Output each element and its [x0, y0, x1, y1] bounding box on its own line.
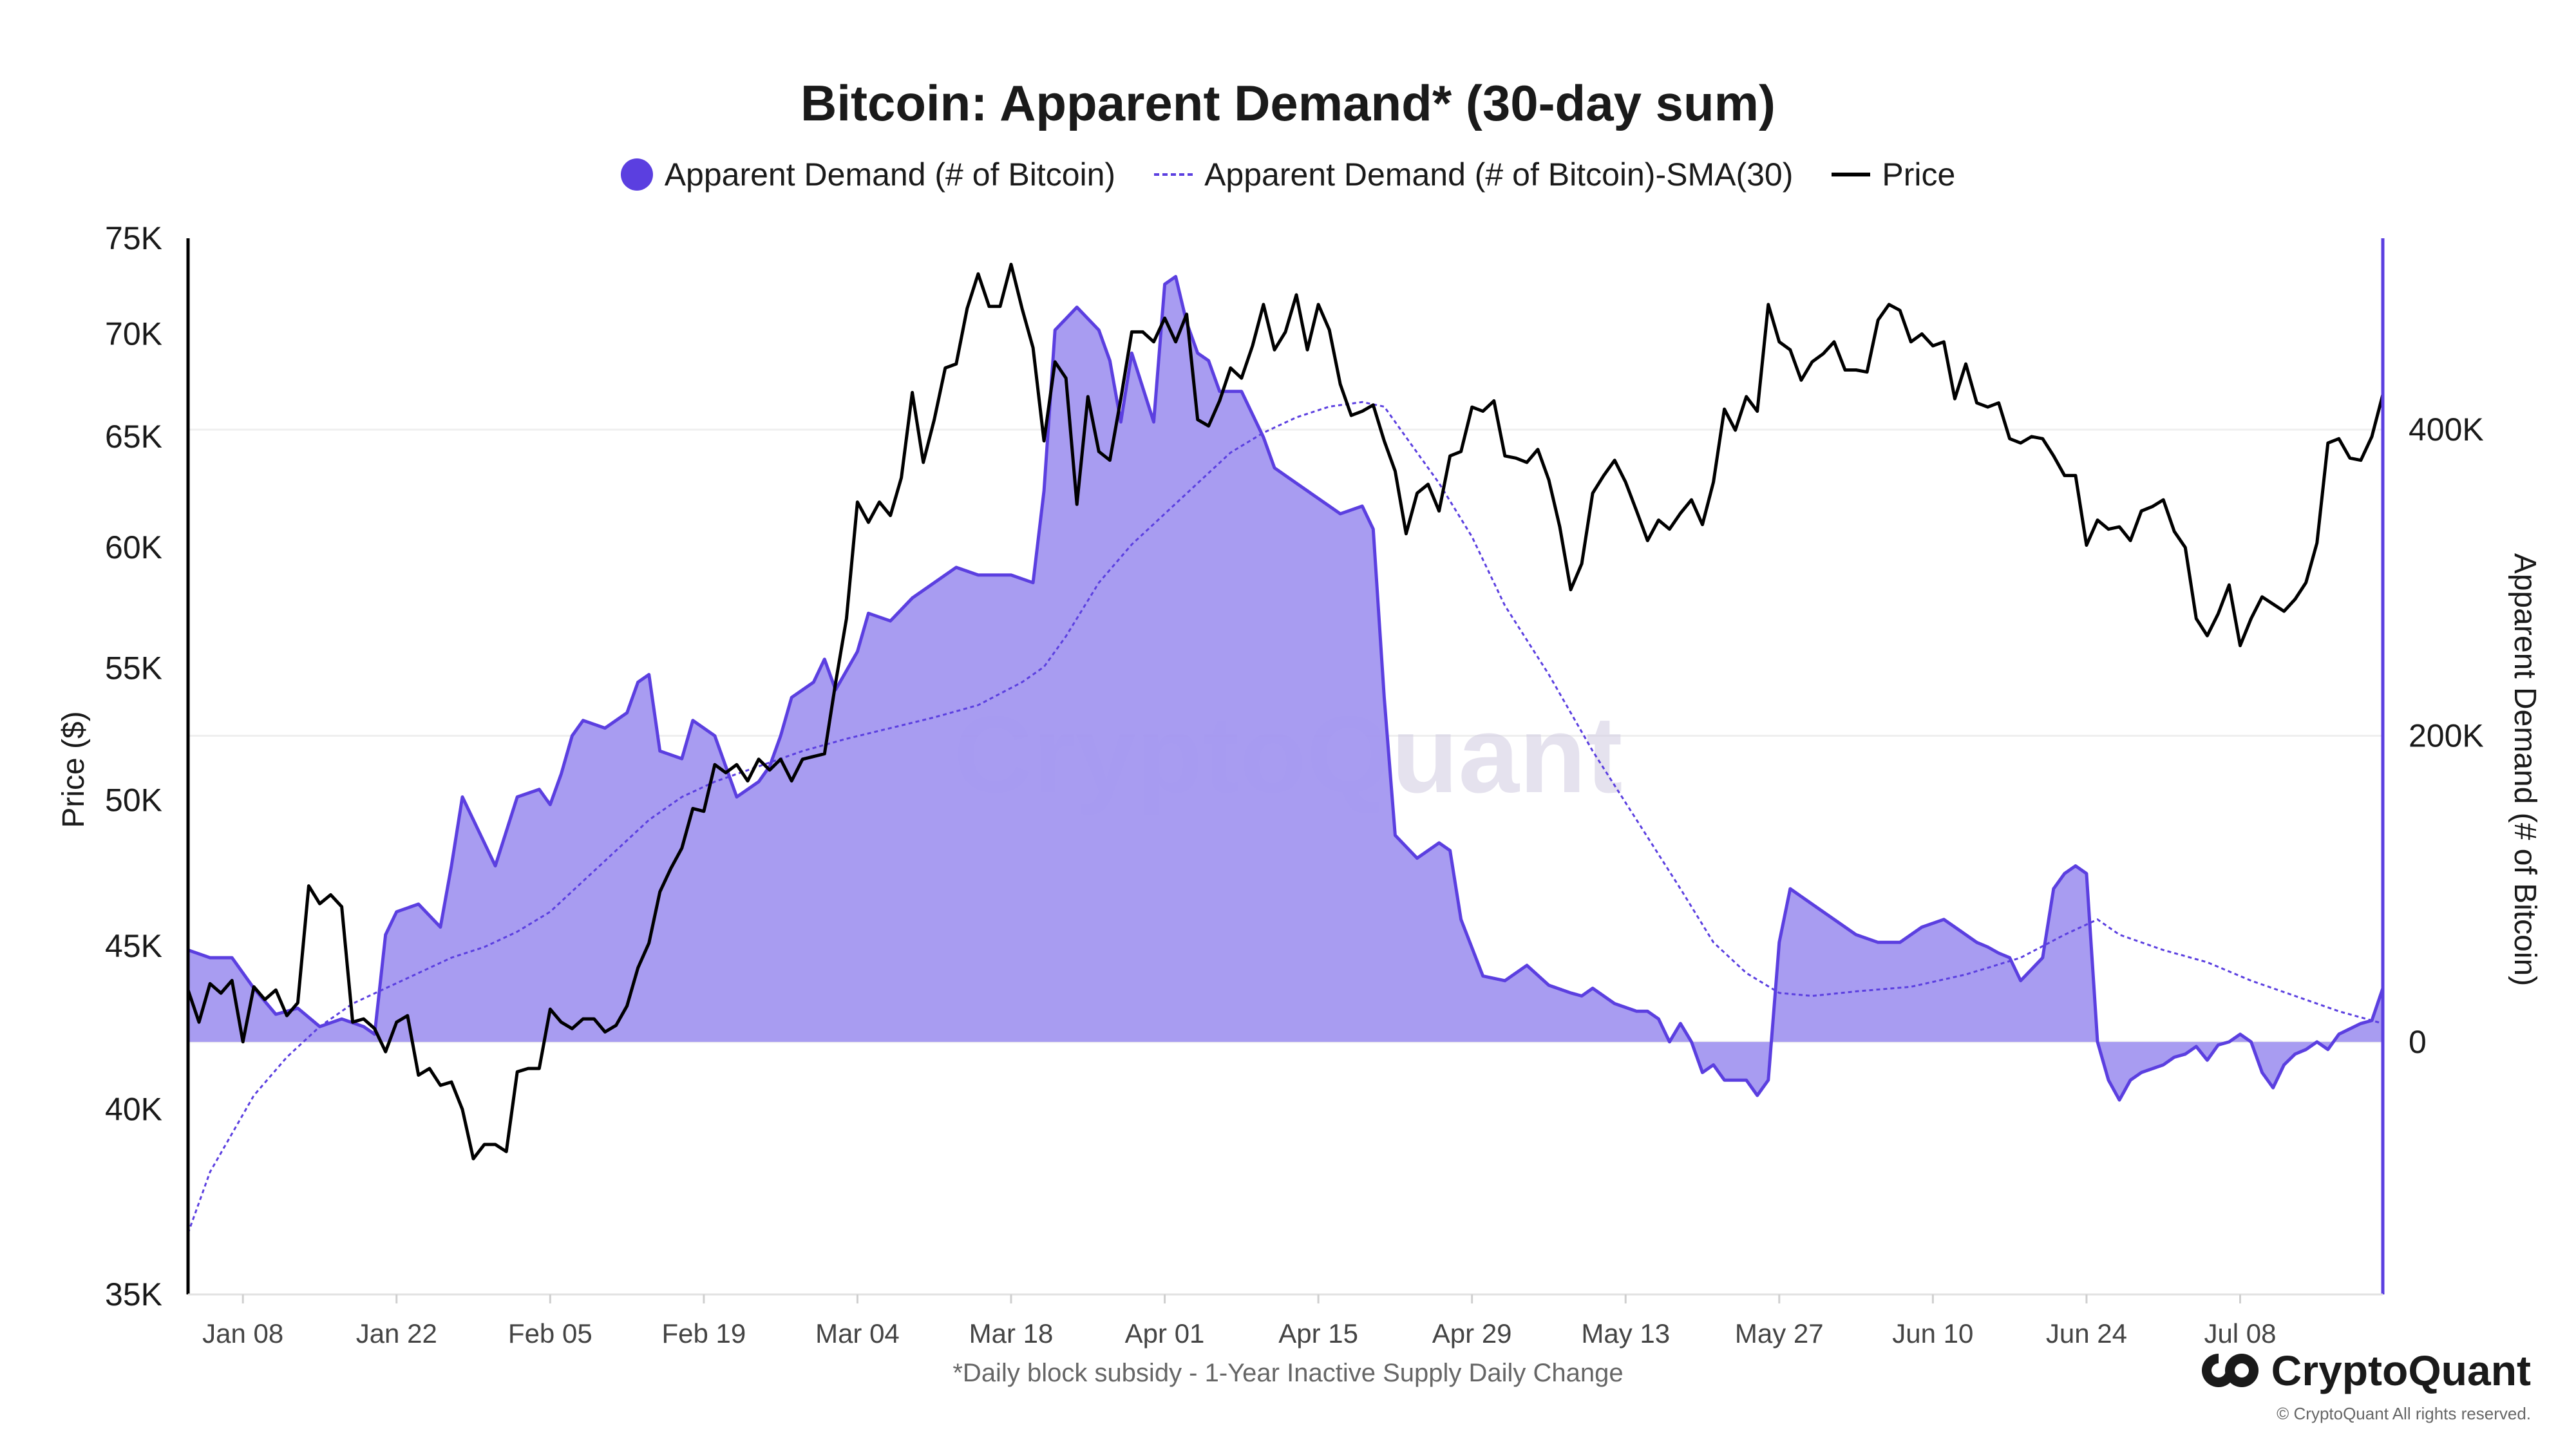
- y-left-tick-label: 45K: [105, 928, 162, 964]
- x-tick-label: Apr 15: [1278, 1318, 1358, 1349]
- demand-line: [187, 274, 2385, 1102]
- x-tick-label: Mar 18: [969, 1318, 1054, 1349]
- y-left-tick-label: 55K: [105, 650, 162, 686]
- axes-layer: [186, 238, 2385, 1296]
- brand-logo[interactable]: CryptoQuant: [2199, 1346, 2531, 1395]
- x-tick-label: Apr 29: [1432, 1318, 1512, 1349]
- price-line: [186, 263, 2385, 1160]
- sma-line: [187, 401, 2383, 1234]
- y-left-tick-label: 75K: [105, 220, 162, 256]
- x-tick-label: Jan 08: [202, 1318, 283, 1349]
- y-right-tick-label: 400K: [2409, 412, 2484, 448]
- y-left-tick-label: 70K: [105, 316, 162, 352]
- legend-item-sma[interactable]: Apparent Demand (# of Bitcoin)-SMA(30): [1154, 156, 1793, 193]
- y-left-tick-label: 60K: [105, 529, 162, 565]
- copyright: © CryptoQuant All rights reserved.: [2277, 1404, 2531, 1423]
- y-left-tick-label: 50K: [105, 782, 162, 818]
- y-left-tick-label: 65K: [105, 419, 162, 455]
- legend-label-demand: Apparent Demand (# of Bitcoin): [664, 156, 1116, 193]
- x-tick-label: Mar 04: [815, 1318, 900, 1349]
- legend-swatch-price: [1832, 173, 1871, 176]
- x-tick-label: Feb 19: [661, 1318, 746, 1349]
- y-right-tick-label: 200K: [2409, 717, 2484, 753]
- y-right-tick-label: 0: [2409, 1024, 2427, 1060]
- chart-title: Bitcoin: Apparent Demand* (30-day sum): [800, 75, 1776, 131]
- legend-swatch-demand: [620, 158, 653, 191]
- cryptoquant-logo-icon: [2201, 1351, 2259, 1387]
- x-tick-label: Jun 24: [2046, 1318, 2127, 1349]
- x-tick-label: May 27: [1735, 1318, 1824, 1349]
- legend-swatch-sma: [1154, 173, 1193, 176]
- x-tick-label: Apr 01: [1125, 1318, 1205, 1349]
- y-left-axis-label: Price ($): [57, 711, 91, 828]
- legend: Apparent Demand (# of Bitcoin) Apparent …: [0, 156, 2576, 193]
- y-left-tick-label: 35K: [105, 1276, 162, 1312]
- x-tick-label: May 13: [1581, 1318, 1670, 1349]
- y-left-tick-label: 40K: [105, 1092, 162, 1128]
- brand-name: CryptoQuant: [2271, 1347, 2531, 1394]
- legend-label-sma: Apparent Demand (# of Bitcoin)-SMA(30): [1204, 156, 1794, 193]
- legend-label-price: Price: [1882, 156, 1956, 193]
- ticks-layer: 35K 40K 45K 50K 55K 60K 65K 70K 75K 0 200K 400K Jan …: [105, 220, 2484, 1349]
- y-right-axis-label: Apparent Demand (# of Bitcoin): [2508, 553, 2542, 986]
- legend-item-price[interactable]: Price: [1832, 156, 1955, 193]
- x-tick-label: Feb 05: [508, 1318, 592, 1349]
- x-tick-label: Jul 08: [2204, 1318, 2276, 1349]
- footnote: *Daily block subsidy - 1-Year Inactive S…: [952, 1359, 1624, 1387]
- x-tick-label: Jan 22: [356, 1318, 437, 1349]
- demand-area: [188, 276, 2383, 1101]
- x-tick-label: Jun 10: [1892, 1318, 1973, 1349]
- legend-item-demand[interactable]: Apparent Demand (# of Bitcoin): [620, 156, 1116, 193]
